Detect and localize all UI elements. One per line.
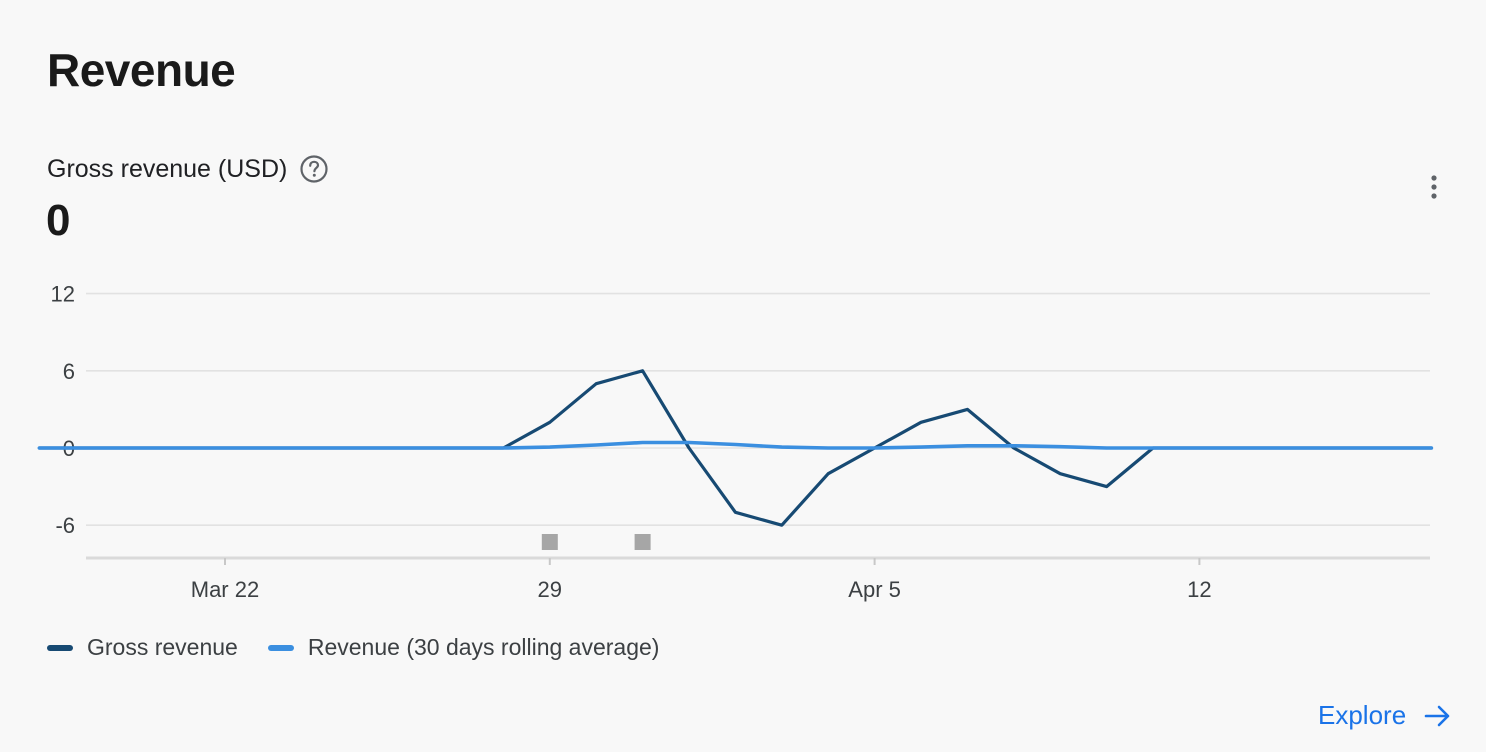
event-markers — [541, 534, 651, 550]
page-title: Revenue — [47, 44, 236, 96]
legend-item-rolling[interactable]: Revenue (30 days rolling average) — [267, 634, 660, 661]
more-vert-icon[interactable] — [1420, 170, 1448, 204]
explore-button[interactable]: Explore — [1318, 700, 1452, 731]
legend-label-gross: Gross revenue — [87, 634, 238, 660]
event-marker — [541, 534, 558, 550]
explore-label: Explore — [1318, 700, 1407, 730]
metric-label: Gross revenue (USD) — [47, 155, 288, 183]
x-tick-label: Mar 22 — [191, 577, 259, 602]
event-marker — [634, 534, 651, 550]
x-axis: Mar 22 29 Apr 5 12 — [86, 556, 1430, 602]
legend-swatch-rolling — [267, 644, 294, 651]
metric-header: Gross revenue (USD) — [47, 152, 329, 186]
chart-series — [37, 369, 1434, 527]
metric-value: 0 — [46, 196, 71, 245]
series-rolling-average — [37, 440, 1434, 450]
arrow-right-icon — [1424, 705, 1450, 726]
x-tick-label: 12 — [1187, 577, 1211, 602]
x-tick-label: 29 — [538, 577, 562, 602]
y-tick-label: 6 — [63, 359, 75, 384]
legend-swatch-gross — [47, 644, 73, 651]
legend-item-gross[interactable]: Gross revenue — [47, 634, 238, 661]
legend-label-rolling: Revenue (30 days rolling average) — [307, 634, 660, 660]
x-tick-label: Apr 5 — [848, 577, 901, 602]
chart-gridlines — [86, 292, 1430, 526]
help-circle-icon[interactable] — [299, 154, 329, 184]
chart-legend: Gross revenue Revenue (30 days rolling a… — [47, 634, 689, 661]
y-tick-label: -6 — [55, 513, 75, 538]
y-tick-label: 12 — [51, 282, 75, 307]
